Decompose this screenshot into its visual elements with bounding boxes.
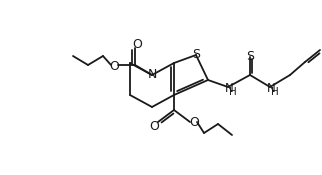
Text: H: H <box>271 87 279 97</box>
Text: O: O <box>189 117 199 130</box>
Text: O: O <box>109 60 119 72</box>
Text: S: S <box>246 50 254 62</box>
Text: O: O <box>132 38 142 51</box>
Text: N: N <box>147 68 157 82</box>
Text: O: O <box>149 120 159 132</box>
Text: H: H <box>229 87 237 97</box>
Text: N: N <box>267 82 275 96</box>
Text: N: N <box>225 82 233 96</box>
Text: S: S <box>192 47 200 61</box>
